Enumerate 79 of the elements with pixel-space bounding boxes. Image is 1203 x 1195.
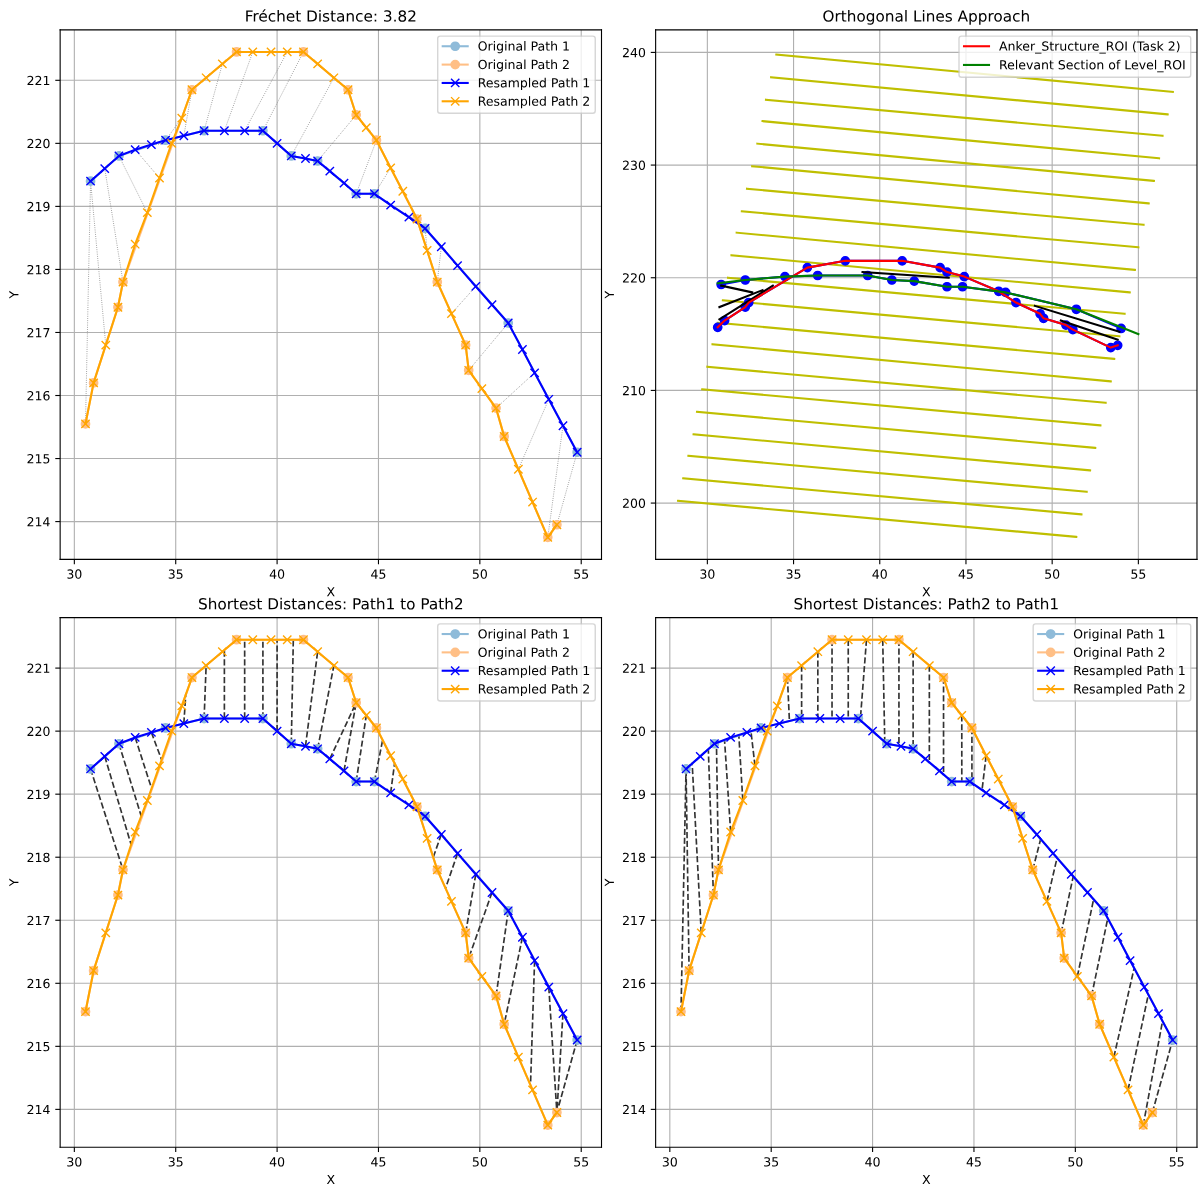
y-tick-label: 240 bbox=[622, 47, 646, 58]
x-tick-label: 50 bbox=[1045, 569, 1060, 579]
x-tick-label: 55 bbox=[574, 569, 589, 579]
y-tick-label: 219 bbox=[27, 201, 50, 212]
y-tick-label: 219 bbox=[27, 789, 50, 800]
x-tick-label: 40 bbox=[269, 569, 285, 579]
legend-label: Resampled Path 1 bbox=[478, 77, 590, 90]
y-tick-label: 216 bbox=[27, 390, 50, 401]
y-tick-label: 216 bbox=[622, 978, 646, 989]
legend-label: Resampled Path 1 bbox=[1074, 665, 1185, 678]
x-tick-label: 30 bbox=[67, 569, 82, 579]
y-tick-label: 217 bbox=[622, 915, 645, 925]
y-tick-label: 215 bbox=[622, 1041, 645, 1052]
y-tick-label: 214 bbox=[27, 1104, 50, 1115]
y-tick-label: 214 bbox=[622, 1104, 646, 1115]
x-axis-title: X bbox=[326, 1174, 335, 1185]
y-axis-title: Y bbox=[604, 290, 614, 299]
y-tick-label: 214 bbox=[27, 517, 50, 527]
x-tick-label: 50 bbox=[472, 569, 487, 579]
x-tick-label: 50 bbox=[1068, 1157, 1083, 1167]
y-tick-label: 219 bbox=[622, 789, 646, 800]
y-tick-label: 221 bbox=[27, 663, 50, 673]
y-tick-label: 218 bbox=[27, 264, 50, 275]
x-tick-label: 35 bbox=[786, 569, 801, 579]
y-tick-label: 220 bbox=[27, 138, 50, 149]
y-tick-label: 220 bbox=[27, 726, 50, 737]
y-axis-title: Y bbox=[9, 290, 19, 299]
legend-label: Original Path 2 bbox=[478, 647, 569, 660]
y-tick-label: 216 bbox=[27, 978, 50, 989]
y-tick-label: 215 bbox=[27, 1041, 50, 1052]
x-tick-label: 40 bbox=[269, 1157, 285, 1167]
legend-label: Resampled Path 1 bbox=[478, 665, 590, 678]
x-axis-title: X bbox=[922, 1174, 931, 1185]
chart-title: Orthogonal Lines Approach bbox=[823, 9, 1029, 25]
legend-label: Original Path 2 bbox=[1073, 647, 1165, 660]
x-tick-label: 45 bbox=[966, 1157, 981, 1167]
x-tick-label: 50 bbox=[472, 1157, 487, 1167]
x-axis-title: X bbox=[326, 587, 335, 597]
x-tick-label: 55 bbox=[1131, 569, 1146, 579]
legend-label: Resampled Path 2 bbox=[1074, 683, 1185, 697]
x-tick-label: 30 bbox=[700, 569, 715, 579]
legend-label: Original Path 1 bbox=[478, 41, 569, 54]
x-tick-label: 55 bbox=[574, 1157, 589, 1167]
x-tick-label: 45 bbox=[371, 569, 386, 579]
chart-title: Fréchet Distance: 3.82 bbox=[246, 9, 416, 22]
y-axis-title: Y bbox=[9, 878, 19, 887]
x-tick-label: 35 bbox=[168, 569, 183, 579]
legend-label: Resampled Path 2 bbox=[478, 683, 589, 697]
y-tick-label: 218 bbox=[622, 852, 646, 863]
y-tick-label: 217 bbox=[27, 915, 50, 925]
y-tick-label: 218 bbox=[27, 852, 50, 863]
y-tick-label: 221 bbox=[27, 75, 50, 86]
x-tick-label: 55 bbox=[1169, 1157, 1184, 1167]
y-tick-label: 220 bbox=[622, 273, 646, 283]
x-tick-label: 45 bbox=[371, 1157, 386, 1167]
x-axis-title: X bbox=[922, 587, 931, 597]
y-tick-label: 220 bbox=[622, 726, 646, 737]
chart-title: Shortest Distances: Path2 to Path1 bbox=[794, 597, 1058, 610]
legend-label: Relevant Section of Level_ROI bbox=[1000, 59, 1185, 73]
x-tick-label: 30 bbox=[662, 1157, 677, 1167]
x-tick-label: 40 bbox=[872, 569, 887, 579]
x-tick-label: 35 bbox=[764, 1157, 779, 1167]
legend-label: Original Path 1 bbox=[478, 628, 569, 642]
y-tick-label: 217 bbox=[27, 327, 50, 338]
x-tick-label: 45 bbox=[958, 569, 973, 579]
y-tick-label: 215 bbox=[27, 454, 50, 464]
x-tick-label: 40 bbox=[865, 1157, 880, 1167]
y-tick-label: 230 bbox=[622, 160, 646, 170]
chart-title: Shortest Distances: Path1 to Path2 bbox=[199, 597, 463, 610]
x-tick-label: 30 bbox=[67, 1157, 82, 1167]
legend-label: Original Path 2 bbox=[478, 59, 569, 72]
legend-label: Resampled Path 2 bbox=[478, 96, 589, 109]
y-tick-label: 210 bbox=[622, 385, 646, 396]
legend-label: Original Path 1 bbox=[1073, 628, 1165, 642]
y-tick-label: 200 bbox=[622, 498, 646, 509]
legend-label: Anker_Structure_ROI (Task 2) bbox=[999, 41, 1180, 54]
y-axis-title: Y bbox=[604, 878, 614, 887]
x-tick-label: 35 bbox=[168, 1157, 183, 1167]
y-tick-label: 221 bbox=[622, 663, 645, 673]
